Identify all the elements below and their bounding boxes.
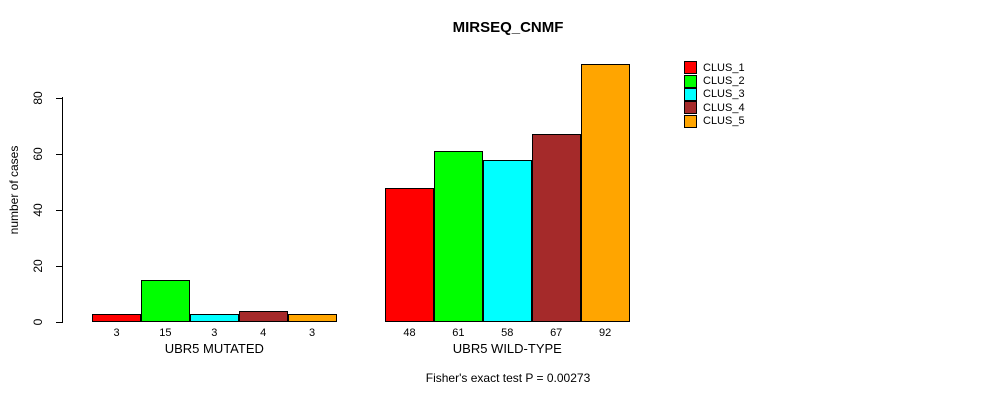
x-category-label: UBR5 MUTATED <box>164 341 264 356</box>
bar-clus_1-2 <box>385 187 434 322</box>
y-axis-label: number of cases <box>7 145 21 235</box>
bar-value-label: 3 <box>211 327 218 339</box>
y-axis-tick <box>56 97 62 99</box>
bar-value-label: 92 <box>598 327 612 339</box>
y-axis-tick <box>56 265 62 267</box>
y-axis-tick-label: 20 <box>31 259 45 273</box>
bar-value-label: 61 <box>452 327 465 339</box>
legend-item-label: CLUS_4 <box>703 101 745 114</box>
legend-color-swatch <box>684 101 697 115</box>
x-category-label: UBR5 WILD-TYPE <box>452 341 562 356</box>
y-axis-line <box>62 97 63 323</box>
bar-value-label: 3 <box>113 327 120 339</box>
legend-item-label: CLUS_1 <box>703 61 745 74</box>
legend-color-swatch <box>684 74 697 88</box>
bar-value-label: 3 <box>309 327 316 339</box>
chart-title: MIRSEQ_CNMF <box>452 19 564 36</box>
y-axis-tick <box>56 321 62 323</box>
bar-clus_5-1 <box>287 313 337 322</box>
legend-color-swatch <box>684 61 697 75</box>
y-axis-tick-label: 0 <box>31 318 45 326</box>
bar-clus_4-1 <box>238 310 288 322</box>
bar-clus_3-1 <box>189 313 239 322</box>
legend-color-swatch <box>684 87 697 101</box>
bar-clus_2-2 <box>433 151 483 322</box>
y-axis-tick-label: 40 <box>31 203 45 217</box>
legend-item: CLUS_5 <box>684 114 745 128</box>
bar-clus_3-2 <box>482 159 532 322</box>
legend-item-label: CLUS_3 <box>703 88 745 101</box>
bar-clus_4-2 <box>531 134 581 322</box>
y-axis-tick-label: 60 <box>31 147 45 161</box>
bar-value-label: 58 <box>501 327 514 339</box>
bar-value-label: 15 <box>159 327 172 339</box>
bar-clus_2-1 <box>140 280 190 322</box>
legend-color-swatch <box>684 114 697 128</box>
fisher-test-caption: Fisher's exact test P = 0.00273 <box>425 371 591 385</box>
y-axis-tick <box>56 209 62 211</box>
legend-item: CLUS_3 <box>684 87 745 101</box>
bar-clus_1-1 <box>92 313 141 322</box>
bar-value-label: 4 <box>260 327 267 339</box>
y-axis-tick-label: 80 <box>31 91 45 105</box>
y-axis-tick <box>56 153 62 155</box>
bar-value-label: 67 <box>550 327 563 339</box>
legend-item: CLUS_4 <box>684 101 745 115</box>
legend-item: CLUS_2 <box>684 74 745 88</box>
legend-item-label: CLUS_2 <box>703 75 745 88</box>
legend: CLUS_1 CLUS_2 CLUS_3 CLUS_4 CLUS_5 <box>684 61 745 128</box>
bar-clus_5-2 <box>580 64 630 322</box>
legend-item: CLUS_1 <box>684 61 745 75</box>
legend-item-label: CLUS_5 <box>703 115 745 128</box>
bar-value-label: 48 <box>403 327 416 339</box>
